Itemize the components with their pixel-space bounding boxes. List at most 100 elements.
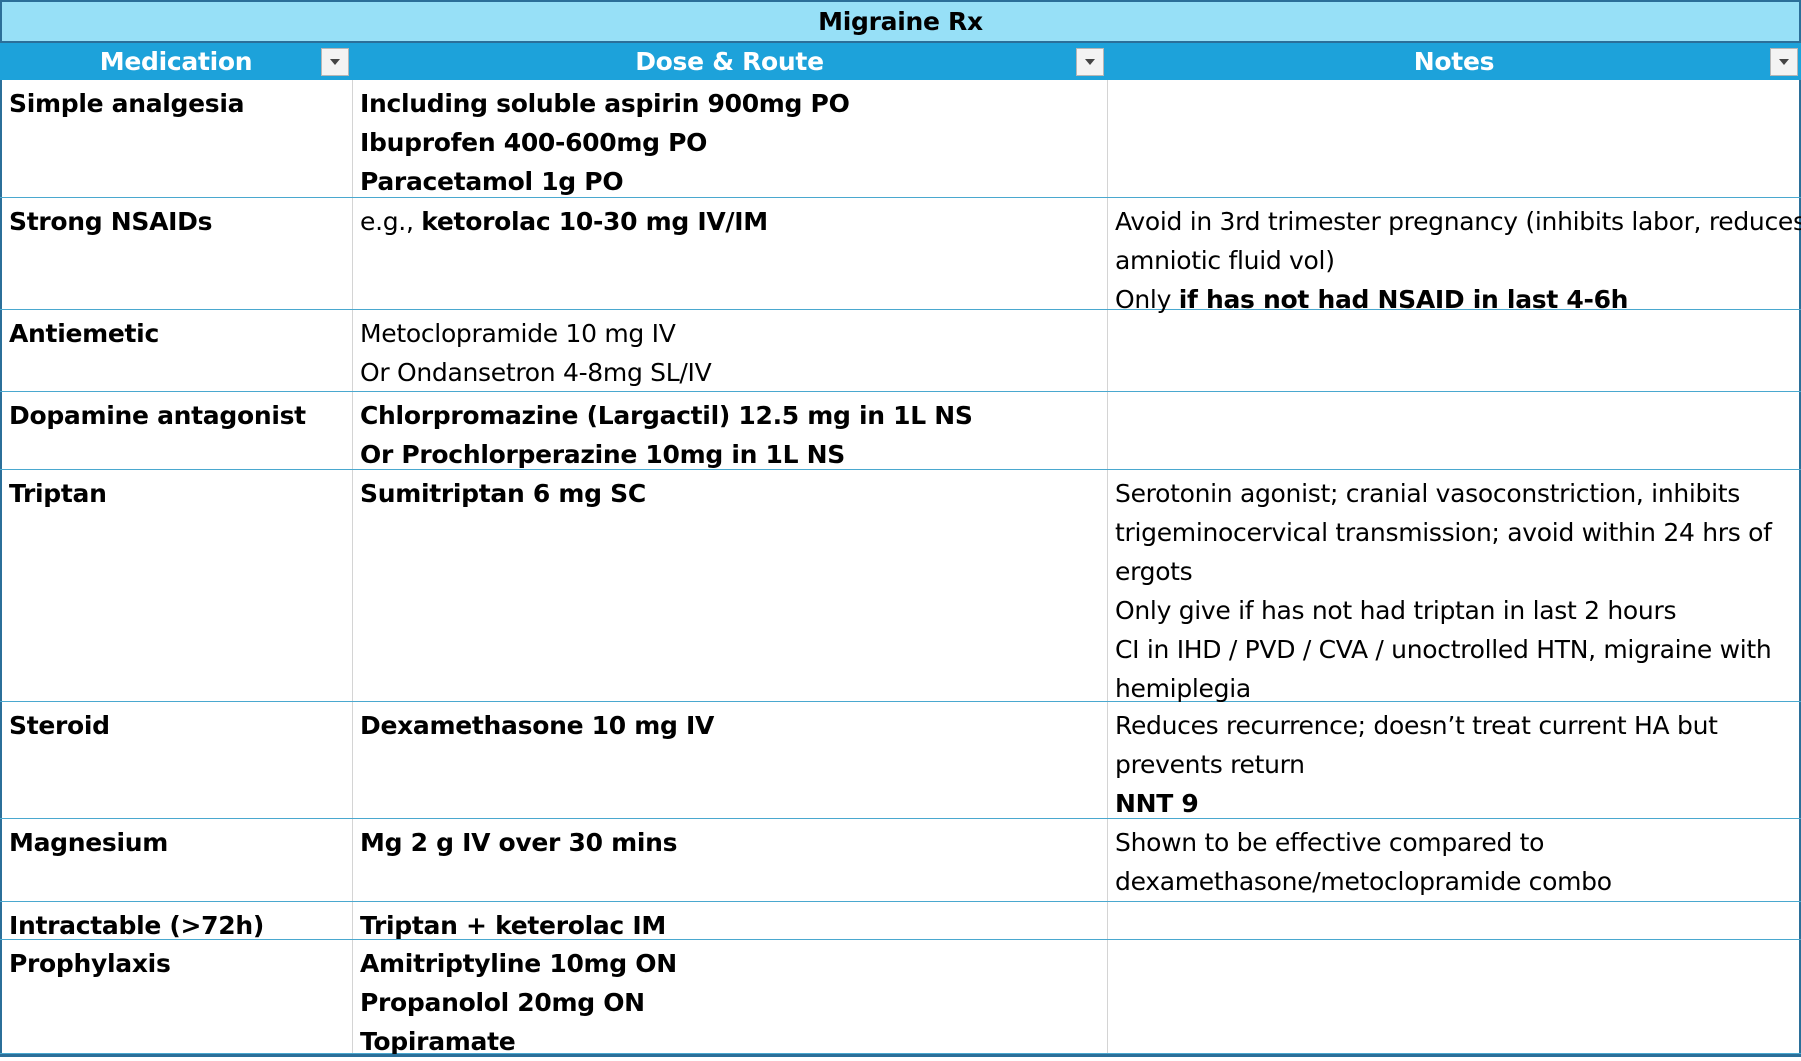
table-bottom-border bbox=[0, 1054, 1801, 1057]
text-run: Avoid in 3rd trimester pregnancy (inhibi… bbox=[1115, 207, 1801, 236]
cell-line: amniotic fluid vol) bbox=[1115, 241, 1793, 280]
cell-dose-route[interactable]: Amitriptyline 10mg ON Propanolol 20mg ON T… bbox=[352, 940, 1107, 1056]
column-header-medication[interactable]: Medication bbox=[0, 43, 352, 80]
cell-dose-route[interactable]: Triptan + keterolac IM bbox=[352, 902, 1107, 940]
cell-dose-route[interactable]: Sumitriptan 6 mg SC bbox=[352, 470, 1107, 701]
cell-dose-route[interactable]: Dexamethasone 10 mg IV bbox=[352, 702, 1107, 818]
medication-name: Magnesium bbox=[9, 828, 168, 857]
text-run: prevents return bbox=[1115, 750, 1305, 779]
medication-name: Intractable (>72h) bbox=[9, 911, 265, 940]
chevron-down-icon bbox=[1779, 59, 1789, 65]
table-title: Migraine Rx bbox=[0, 0, 1801, 43]
cell-line: Shown to be effective compared to bbox=[1115, 823, 1793, 862]
column-header-label: Notes bbox=[1413, 47, 1495, 76]
text-run: Only give if has not had triptan in last… bbox=[1115, 596, 1677, 625]
table-row: Dopamine antagonist Chlorpromazine (Larga… bbox=[0, 392, 1801, 470]
cell-dose-route[interactable]: e.g., ketorolac 10-30 mg IV/IM bbox=[352, 198, 1107, 309]
cell-line: Topiramate bbox=[360, 1022, 1101, 1061]
table-row: Magnesium Mg 2 g IV over 30 mins Shown to … bbox=[0, 819, 1801, 902]
text-run: hemiplegia bbox=[1115, 674, 1251, 703]
chevron-down-icon bbox=[1085, 59, 1095, 65]
text-run: Sumitriptan 6 mg SC bbox=[360, 479, 646, 508]
cell-notes[interactable]: Serotonin agonist; cranial vasoconstrict… bbox=[1107, 470, 1801, 703]
cell-line: Including soluble aspirin 900mg PO bbox=[360, 84, 1101, 123]
text-run: Paracetamol 1g PO bbox=[360, 167, 624, 196]
text-run: Triptan + keterolac IM bbox=[360, 911, 666, 940]
cell-line: dexamethasone/metoclopramide combo bbox=[1115, 862, 1793, 901]
text-run: Serotonin agonist; cranial vasoconstrict… bbox=[1115, 479, 1740, 508]
table-row: Antiemetic Metoclopramide 10 mg IV Or Onda… bbox=[0, 310, 1801, 392]
table-row: Triptan Sumitriptan 6 mg SC Serotonin agon… bbox=[0, 470, 1801, 703]
cell-medication[interactable]: Dopamine antagonist bbox=[0, 392, 352, 469]
text-run: Only bbox=[1115, 285, 1179, 314]
cell-line: Or Ondansetron 4-8mg SL/IV bbox=[360, 353, 1101, 392]
filter-dropdown-button[interactable] bbox=[1770, 48, 1798, 76]
medication-name: Prophylaxis bbox=[9, 949, 171, 978]
chevron-down-icon bbox=[330, 59, 340, 65]
text-run: Reduces recurrence; doesn’t treat curren… bbox=[1115, 711, 1718, 740]
table-row: Intractable (>72h) Triptan + keterolac IM bbox=[0, 902, 1801, 940]
cell-medication[interactable]: Triptan bbox=[0, 470, 352, 701]
cell-dose-route[interactable]: Chlorpromazine (Largactil) 12.5 mg in 1L… bbox=[352, 392, 1107, 469]
cell-medication[interactable]: Magnesium bbox=[0, 819, 352, 901]
cell-notes[interactable] bbox=[1107, 392, 1801, 469]
text-run: NNT 9 bbox=[1115, 789, 1199, 818]
column-header-notes[interactable]: Notes bbox=[1107, 43, 1801, 80]
column-header-dose-route[interactable]: Dose & Route bbox=[352, 43, 1107, 80]
column-header-label: Dose & Route bbox=[635, 47, 824, 76]
text-run: Amitriptyline 10mg ON bbox=[360, 949, 677, 978]
filter-dropdown-button[interactable] bbox=[321, 48, 349, 76]
cell-line: Mg 2 g IV over 30 mins bbox=[360, 823, 1101, 862]
cell-line: e.g., ketorolac 10-30 mg IV/IM bbox=[360, 202, 1101, 241]
filter-dropdown-button[interactable] bbox=[1076, 48, 1104, 76]
text-run: Mg 2 g IV over 30 mins bbox=[360, 828, 678, 857]
cell-dose-route[interactable]: Mg 2 g IV over 30 mins bbox=[352, 819, 1107, 901]
cell-line: Only if has not had NSAID in last 4-6h bbox=[1115, 280, 1793, 319]
cell-line: Metoclopramide 10 mg IV bbox=[360, 314, 1101, 353]
cell-dose-route[interactable]: Including soluble aspirin 900mg PO Ibupro… bbox=[352, 80, 1107, 197]
cell-line: Reduces recurrence; doesn’t treat curren… bbox=[1115, 706, 1793, 745]
medication-name: Simple analgesia bbox=[9, 89, 245, 118]
cell-notes[interactable] bbox=[1107, 80, 1801, 197]
cell-notes[interactable] bbox=[1107, 310, 1801, 391]
cell-medication[interactable]: Steroid bbox=[0, 702, 352, 818]
text-run: Chlorpromazine (Largactil) 12.5 mg in 1L… bbox=[360, 401, 973, 430]
text-run: Or Ondansetron 4-8mg SL/IV bbox=[360, 358, 712, 387]
cell-line: Propanolol 20mg ON bbox=[360, 983, 1101, 1022]
text-run: Shown to be effective compared to bbox=[1115, 828, 1545, 857]
cell-medication[interactable]: Simple analgesia bbox=[0, 80, 352, 197]
table-row: Steroid Dexamethasone 10 mg IV Reduces rec… bbox=[0, 702, 1801, 819]
cell-line: prevents return bbox=[1115, 745, 1793, 784]
table-row: Strong NSAIDs e.g., ketorolac 10-30 mg IV… bbox=[0, 198, 1801, 314]
cell-notes[interactable]: Avoid in 3rd trimester pregnancy (inhibi… bbox=[1107, 198, 1801, 314]
cell-line: Serotonin agonist; cranial vasoconstrict… bbox=[1115, 474, 1793, 513]
cell-medication[interactable]: Antiemetic bbox=[0, 310, 352, 391]
text-run: amniotic fluid vol) bbox=[1115, 246, 1335, 275]
cell-medication[interactable]: Prophylaxis bbox=[0, 940, 352, 1053]
text-run: Dexamethasone 10 mg IV bbox=[360, 711, 715, 740]
cell-line: Or Prochlorperazine 10mg in 1L NS bbox=[360, 435, 1101, 474]
cell-notes[interactable]: Shown to be effective compared to dexamet… bbox=[1107, 819, 1801, 901]
medication-name: Steroid bbox=[9, 711, 110, 740]
cell-line: ergots bbox=[1115, 552, 1793, 591]
text-run: dexamethasone/metoclopramide combo bbox=[1115, 867, 1612, 896]
cell-notes[interactable] bbox=[1107, 940, 1801, 1053]
text-run: Metoclopramide 10 mg IV bbox=[360, 319, 676, 348]
cell-line: Avoid in 3rd trimester pregnancy (inhibi… bbox=[1115, 202, 1801, 241]
text-run: Propanolol 20mg ON bbox=[360, 988, 645, 1017]
cell-notes[interactable]: Reduces recurrence; doesn’t treat curren… bbox=[1107, 702, 1801, 818]
table-row: Simple analgesia Including soluble aspiri… bbox=[0, 80, 1801, 198]
text-run: CI in IHD / PVD / CVA / unoctrolled HTN,… bbox=[1115, 635, 1772, 664]
table-row: Prophylaxis Amitriptyline 10mg ON Propanol… bbox=[0, 940, 1801, 1056]
medication-name: Dopamine antagonist bbox=[9, 401, 306, 430]
cell-line: trigeminocervical transmission; avoid wi… bbox=[1115, 513, 1793, 552]
column-header-label: Medication bbox=[99, 47, 253, 76]
cell-dose-route[interactable]: Metoclopramide 10 mg IV Or Ondansetron 4-… bbox=[352, 310, 1107, 391]
cell-line: Paracetamol 1g PO bbox=[360, 162, 1101, 201]
medication-name: Antiemetic bbox=[9, 319, 159, 348]
cell-medication[interactable]: Strong NSAIDs bbox=[0, 198, 352, 309]
cell-line: Triptan + keterolac IM bbox=[360, 906, 1101, 945]
cell-medication[interactable]: Intractable (>72h) bbox=[0, 902, 352, 940]
text-run: e.g., bbox=[360, 207, 422, 236]
cell-notes[interactable] bbox=[1107, 902, 1801, 939]
